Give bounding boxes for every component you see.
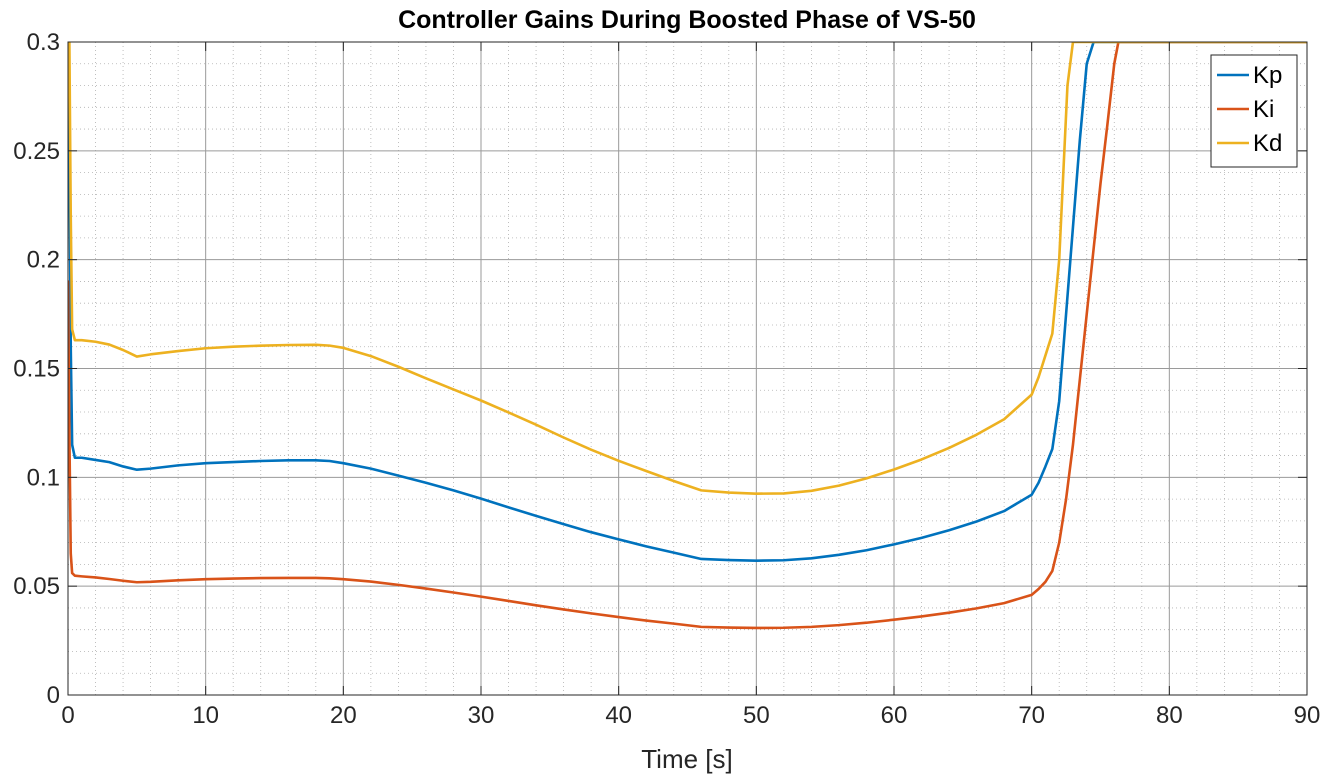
x-tick-label: 60 (881, 702, 908, 729)
axis-ticks (67, 41, 1308, 696)
legend-box (1210, 54, 1298, 168)
x-tick-label: 30 (468, 702, 495, 729)
series-line-kp (68, 42, 1307, 562)
x-tick-label: 80 (1156, 702, 1183, 729)
legend-label-kd: Kd (1253, 130, 1282, 157)
x-tick-label: 0 (61, 702, 74, 729)
x-tick-label: 90 (1294, 702, 1321, 729)
y-tick-label: 0.1 (27, 464, 60, 491)
series-line-kd (68, 42, 1307, 495)
y-tick-labels: 0 0.05 0.1 0.15 0.2 0.25 0.3 (13, 29, 60, 709)
x-axis-label: Time [s] (641, 744, 732, 774)
legend-label-ki: Ki (1253, 96, 1274, 123)
x-tick-label: 70 (1018, 702, 1045, 729)
y-tick-label: 0.2 (27, 247, 60, 274)
y-tick-label: 0.25 (13, 138, 60, 165)
series-line-ki (68, 42, 1307, 630)
y-tick-label: 0.15 (13, 356, 60, 383)
y-tick-label: 0.3 (27, 29, 60, 56)
x-tick-label: 50 (743, 702, 770, 729)
chart-title: Controller Gains During Boosted Phase of… (398, 6, 976, 34)
major-grid (68, 42, 1307, 695)
y-tick-label: 0.05 (13, 573, 60, 600)
legend-label-kp: Kp (1253, 62, 1282, 89)
x-tick-label: 10 (192, 702, 219, 729)
y-tick-label: 0 (47, 682, 60, 709)
x-tick-labels: 0 10 20 30 40 50 60 70 80 90 (61, 702, 1320, 729)
x-tick-label: 20 (330, 702, 357, 729)
x-tick-label: 40 (605, 702, 632, 729)
legend: Kp Ki Kd (1210, 54, 1298, 168)
series-layer (68, 42, 1307, 630)
